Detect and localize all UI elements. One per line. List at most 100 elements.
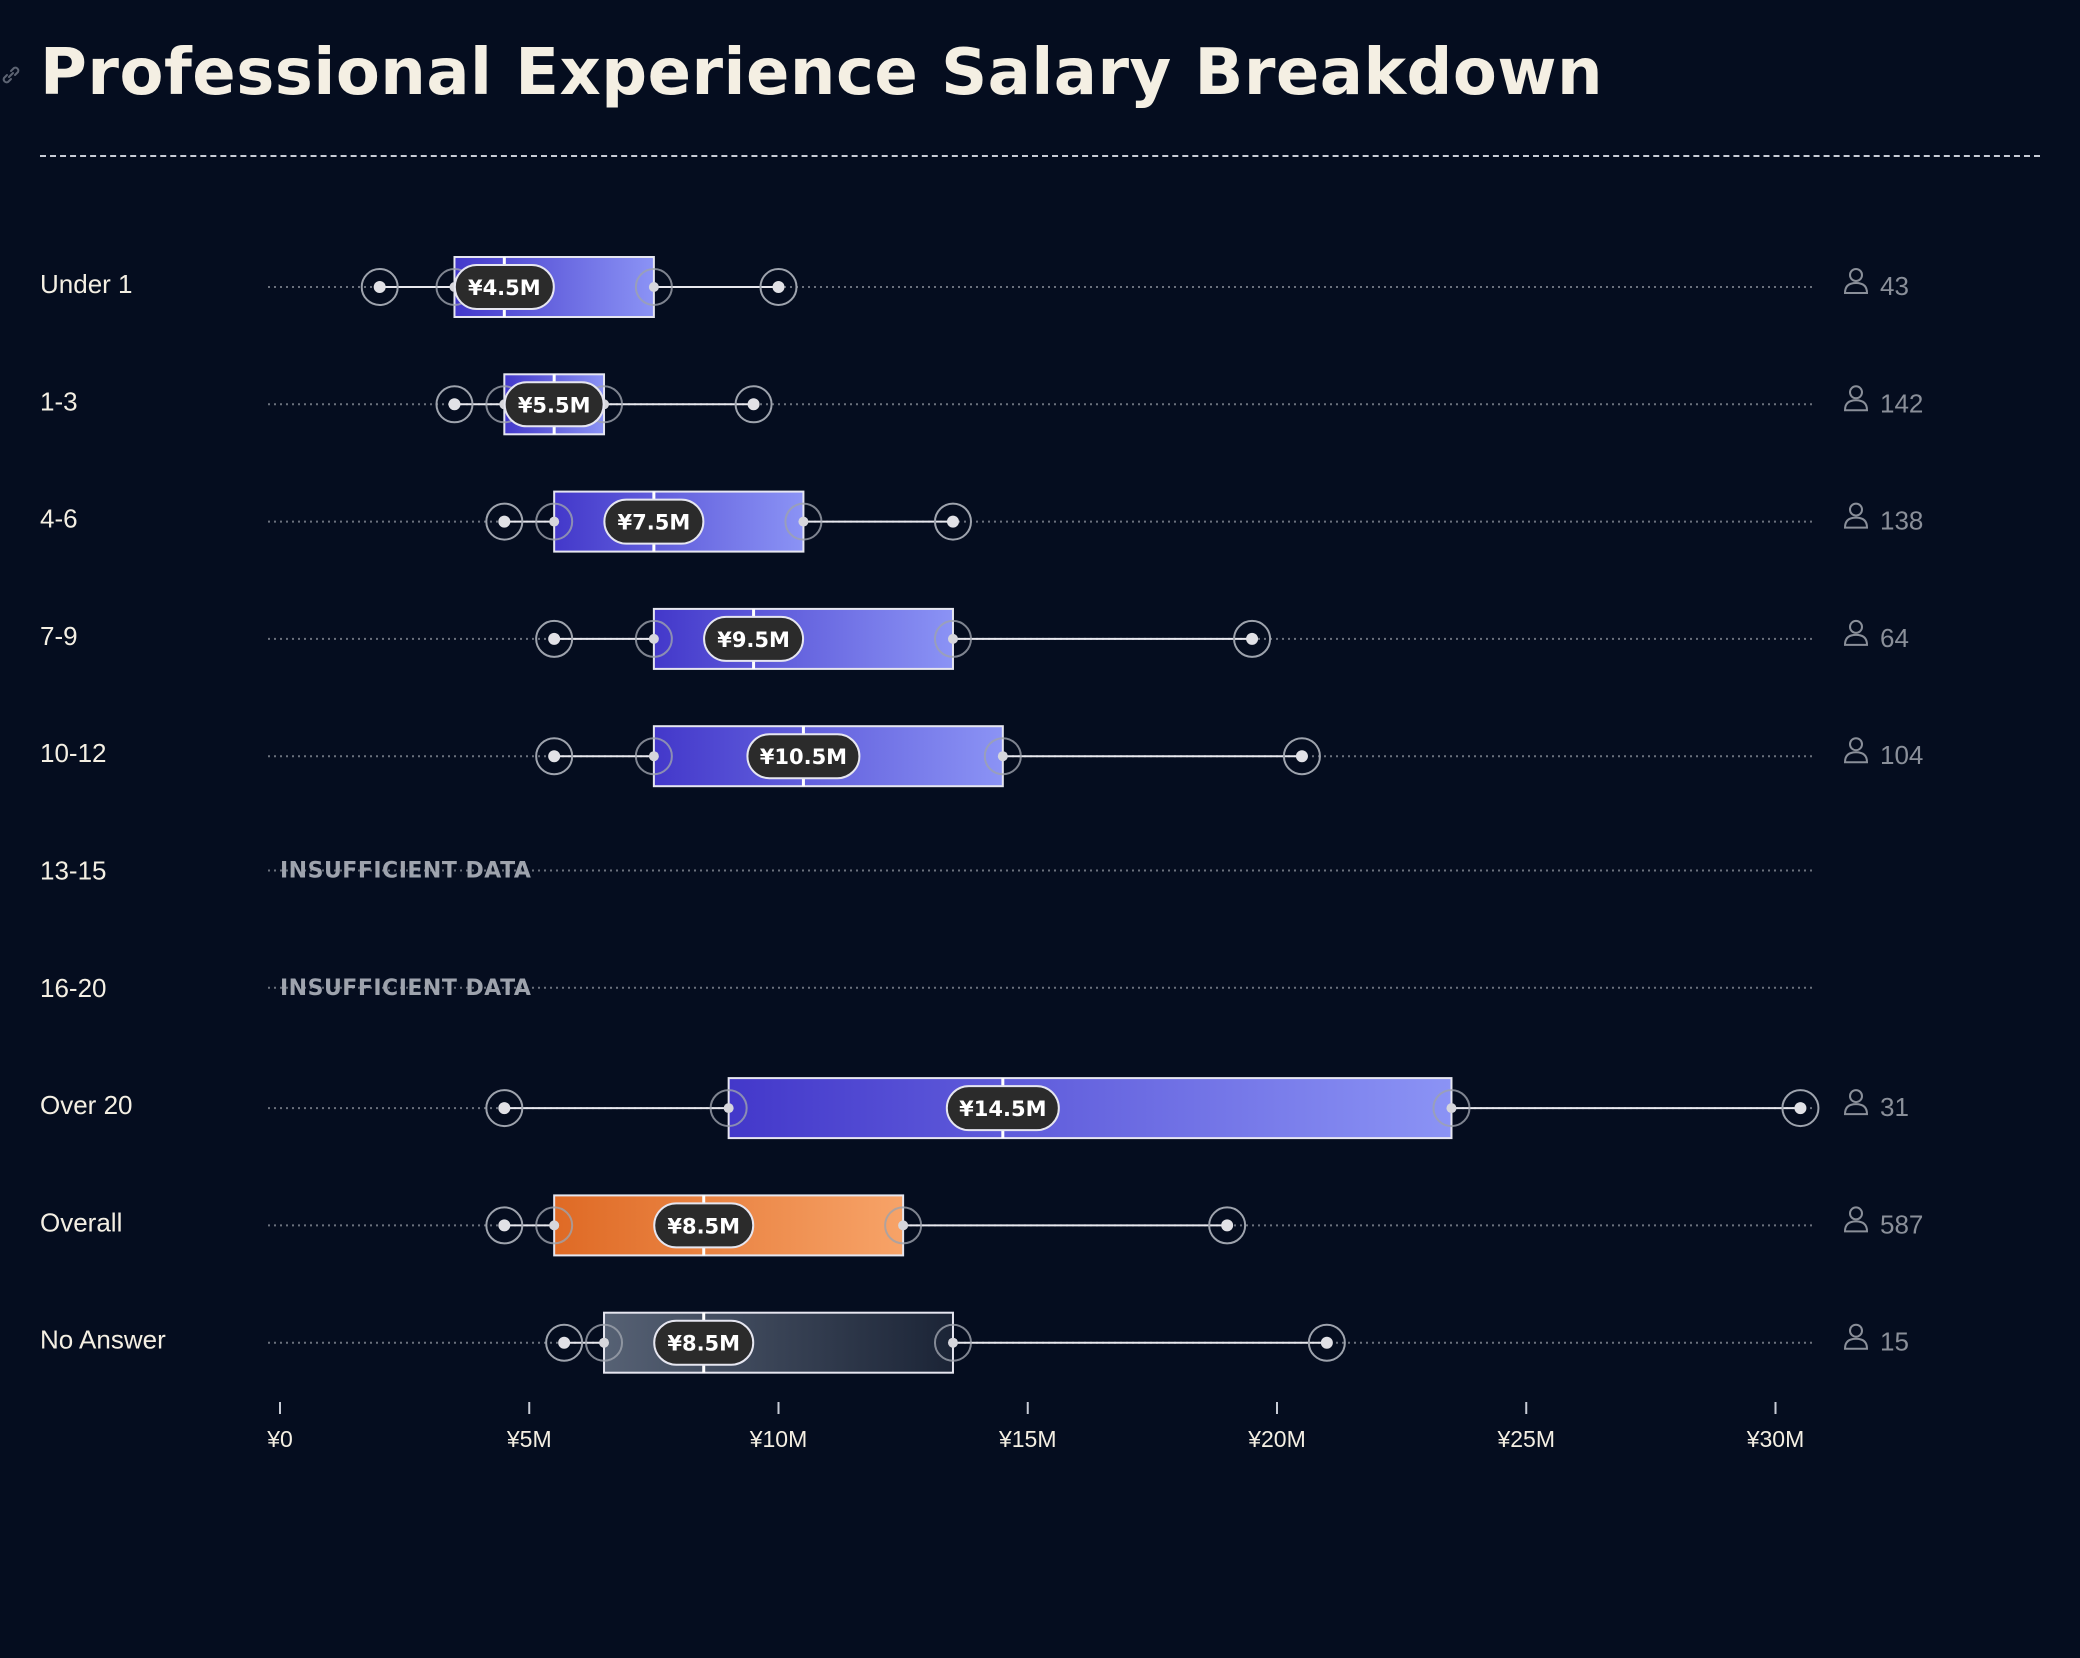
- whisker-min-ring[interactable]: [360, 268, 399, 306]
- quartile-ring: [535, 502, 574, 541]
- row-label-1-3: 1-3: [40, 386, 78, 416]
- x-tick-label: ¥0: [266, 1426, 293, 1452]
- person-icon: [1843, 1206, 1869, 1233]
- whisker-max-point[interactable]: [1794, 1102, 1807, 1115]
- row-label-overall: Overall: [40, 1207, 122, 1237]
- whisker-min-point[interactable]: [498, 1219, 511, 1232]
- whisker-min-point[interactable]: [448, 398, 461, 411]
- whisker-min-ring[interactable]: [535, 737, 574, 776]
- quartile-ring: [535, 1206, 574, 1245]
- quartile-point: [1446, 1103, 1457, 1114]
- respondent-count: 138: [1880, 506, 1923, 536]
- row-label-no-answer: No Answer: [40, 1325, 166, 1355]
- x-tick-label: ¥10M: [749, 1426, 808, 1452]
- whisker-min-point[interactable]: [548, 632, 561, 645]
- x-tick-label: ¥25M: [1496, 1426, 1555, 1452]
- insufficient-data-label: INSUFFICIENT DATA: [280, 859, 531, 884]
- whisker-min-point[interactable]: [548, 750, 561, 763]
- person-icon: [1843, 619, 1869, 646]
- iqr-box[interactable]: [727, 1077, 1453, 1140]
- person-icon: [1843, 1323, 1869, 1350]
- respondent-count: 142: [1880, 388, 1923, 418]
- median-label-pill: [453, 264, 555, 310]
- whisker-max-point[interactable]: [772, 281, 785, 293]
- quartile-ring: [634, 268, 673, 306]
- whisker-max-ring[interactable]: [734, 385, 773, 424]
- whisker-min-point[interactable]: [498, 1102, 511, 1115]
- row-label-16-20: 16-20: [40, 973, 107, 1003]
- whisker-max-ring[interactable]: [1282, 737, 1321, 776]
- respondent-count: 43: [1880, 271, 1909, 301]
- whisker-max-point[interactable]: [946, 515, 959, 528]
- insufficient-data-label: INSUFFICIENT DATA: [280, 976, 531, 1001]
- respondent-count: 587: [1880, 1209, 1923, 1239]
- quartile-ring: [1432, 1089, 1471, 1128]
- whisker-max-ring[interactable]: [1233, 619, 1272, 658]
- x-tick-label: ¥5M: [506, 1426, 552, 1452]
- whisker-max-point[interactable]: [1246, 632, 1259, 645]
- whisker-min-ring[interactable]: [485, 502, 524, 541]
- x-tick-label: ¥15M: [998, 1426, 1057, 1452]
- whisker-max-point[interactable]: [1320, 1336, 1333, 1349]
- median-label-text: ¥10.5M: [760, 745, 847, 769]
- median-label-text: ¥8.5M: [667, 1214, 740, 1238]
- respondent-count: 104: [1880, 740, 1923, 770]
- link-icon[interactable]: [0, 64, 22, 86]
- whisker-max-point[interactable]: [1295, 750, 1308, 763]
- quartile-ring: [933, 1323, 972, 1362]
- whisker-max-point[interactable]: [747, 398, 760, 411]
- whisker-max-point[interactable]: [1221, 1219, 1234, 1232]
- median-label-text: ¥7.5M: [618, 511, 691, 535]
- person-icon: [1843, 737, 1869, 764]
- quartile-point: [898, 1220, 909, 1231]
- whisker-min-ring[interactable]: [485, 1089, 524, 1128]
- whisker-max-ring[interactable]: [933, 502, 972, 541]
- quartile-ring: [983, 737, 1022, 776]
- whisker-min-point[interactable]: [498, 515, 511, 528]
- whisker-max-ring[interactable]: [1208, 1206, 1247, 1245]
- whisker-min-ring[interactable]: [545, 1323, 584, 1362]
- row-label-7-9: 7-9: [40, 621, 78, 651]
- whisker-max-ring[interactable]: [1781, 1089, 1820, 1128]
- whisker-min-ring[interactable]: [535, 619, 574, 658]
- median-label-text: ¥8.5M: [667, 1332, 740, 1356]
- quartile-ring: [709, 1089, 748, 1128]
- x-tick-label: ¥30M: [1746, 1426, 1805, 1452]
- quartile-ring: [884, 1206, 923, 1245]
- median-label-pill: [653, 1202, 755, 1249]
- median-label-pill: [703, 615, 805, 662]
- quartile-point: [599, 1337, 610, 1348]
- x-tick-label: ¥20M: [1247, 1426, 1306, 1452]
- quartile-point: [549, 1220, 560, 1231]
- median-label-text: ¥14.5M: [959, 1097, 1046, 1121]
- title-divider: [40, 155, 2040, 157]
- person-icon: [1843, 1089, 1869, 1116]
- page-title: Professional Experience Salary Breakdown: [40, 36, 1603, 110]
- quartile-point: [997, 751, 1008, 762]
- quartile-ring: [933, 619, 972, 658]
- whisker-min-ring[interactable]: [485, 1206, 524, 1245]
- quartile-point: [947, 633, 958, 644]
- quartile-point: [648, 751, 659, 762]
- quartile-point: [723, 1103, 734, 1114]
- quartile-point: [648, 633, 659, 644]
- median-label-text: ¥4.5M: [468, 276, 541, 300]
- respondent-count: 15: [1880, 1327, 1909, 1357]
- median-label-text: ¥9.5M: [717, 628, 790, 652]
- row-label-13-15: 13-15: [40, 856, 107, 886]
- quartile-point: [648, 282, 659, 292]
- median-label-text: ¥5.5M: [518, 393, 591, 417]
- person-icon: [1843, 385, 1869, 412]
- median-label-pill: [503, 381, 605, 428]
- quartile-ring: [634, 619, 673, 658]
- row-label-under-1: Under 1: [40, 269, 133, 299]
- quartile-ring: [585, 1323, 624, 1362]
- median-label-pill: [945, 1085, 1060, 1132]
- whisker-min-point[interactable]: [373, 281, 386, 293]
- whisker-max-ring[interactable]: [1307, 1323, 1346, 1362]
- whisker-min-ring[interactable]: [435, 385, 474, 424]
- whisker-max-ring[interactable]: [759, 268, 798, 306]
- person-icon: [1843, 268, 1869, 294]
- whisker-min-point[interactable]: [558, 1336, 571, 1349]
